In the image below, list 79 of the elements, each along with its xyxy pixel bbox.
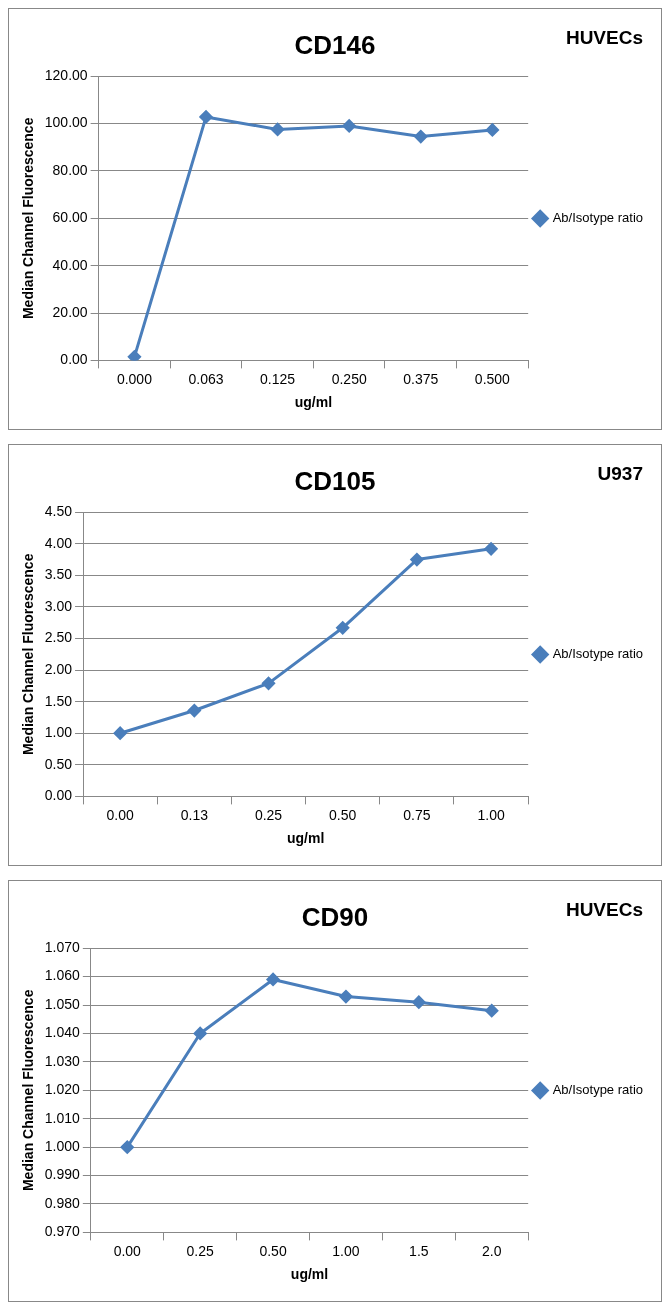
x-tick-label: 0.250 [331, 370, 367, 387]
x-axis-title: ug/ml [290, 1266, 329, 1283]
y-tick-label: 2.00 [44, 660, 73, 677]
y-axis-title: Median Channel Fluorescence [20, 553, 37, 756]
x-tick-label: 0.75 [403, 806, 431, 823]
y-tick-label: 1.010 [44, 1109, 81, 1126]
point [266, 972, 280, 986]
y-tick-label: 4.50 [44, 503, 73, 520]
y-tick-label: 40.00 [52, 256, 88, 273]
point [414, 130, 428, 144]
point [193, 1026, 207, 1040]
y-tick-label: 20.00 [52, 303, 88, 320]
point [120, 1140, 134, 1154]
y-tick-label: 0.50 [44, 755, 73, 772]
y-tick-label: 2.50 [44, 629, 73, 646]
text: U937 [597, 462, 643, 484]
point [339, 990, 353, 1004]
point [199, 110, 213, 124]
x-tick-label: 0.063 [188, 370, 224, 387]
chart-title: CD146 [294, 29, 376, 60]
y-axis-title: Median Channel Fluorescence [20, 989, 37, 1192]
x-axis-title: ug/ml [286, 830, 325, 847]
y-tick-label: 1.50 [44, 692, 73, 709]
y-tick-label: 1.000 [44, 1138, 81, 1154]
y-tick-label: 3.00 [44, 597, 73, 614]
point [342, 119, 356, 133]
y-tick-label: 1.00 [44, 724, 73, 741]
y-tick-label: 4.00 [44, 534, 73, 551]
point [484, 542, 498, 556]
point [485, 1004, 499, 1018]
point [485, 123, 499, 137]
y-tick-label: 1.070 [44, 939, 81, 956]
y-tick-label: 1.050 [44, 995, 81, 1012]
legend-label: Ab/Isotype ratio [552, 646, 643, 662]
x-tick-label: 0.375 [403, 370, 439, 387]
text: HUVECs [565, 26, 643, 48]
x-tick-label: 0.00 [113, 1242, 142, 1259]
y-tick-label: 0.00 [44, 787, 73, 804]
x-tick-label: 1.00 [477, 806, 505, 823]
x-tick-label: 0.50 [329, 806, 357, 823]
x-tick-label: 0.13 [180, 806, 209, 823]
y-tick-label: 0.990 [44, 1166, 81, 1183]
point [412, 995, 426, 1009]
x-tick-label: 1.5 [409, 1242, 429, 1259]
point [113, 726, 127, 740]
x-tick-label: 0.50 [259, 1242, 287, 1259]
point [336, 621, 350, 635]
point [187, 704, 201, 718]
y-tick-label: 80.00 [52, 161, 88, 178]
y-tick-label: 1.060 [44, 967, 81, 984]
legend-label: Ab/Isotype ratio [552, 1082, 643, 1098]
x-tick-label: 1.00 [332, 1242, 360, 1259]
x-tick-label: 2.0 [481, 1242, 502, 1259]
x-tick-label: 0.00 [106, 806, 134, 823]
y-tick-label: 0.00 [60, 351, 88, 368]
legend-label: Ab/Isotype ratio [552, 210, 643, 226]
x-tick-label: 0.125 [260, 370, 296, 387]
y-tick-label: 120.00 [44, 67, 88, 84]
point [127, 350, 141, 361]
y-tick-label: 0.980 [44, 1194, 81, 1211]
chart-title: CD90 [301, 901, 369, 932]
y-tick-label: 0.970 [44, 1223, 81, 1240]
x-tick-label: 0.500 [474, 370, 511, 387]
x-tick-label: 0.25 [254, 806, 283, 823]
y-tick-label: 1.030 [44, 1052, 81, 1069]
y-tick-label: 3.50 [44, 566, 73, 583]
x-tick-label: 0.000 [116, 370, 153, 387]
y-tick-label: 100.00 [44, 114, 88, 131]
y-tick-label: 1.020 [44, 1081, 81, 1098]
y-tick-label: 60.00 [52, 209, 88, 226]
point [271, 122, 285, 136]
point [410, 553, 424, 567]
y-axis-title: Median Channel Fluorescence [20, 117, 37, 320]
chart-title: CD105 [294, 465, 376, 496]
x-axis-title: ug/ml [294, 394, 333, 411]
point [262, 676, 276, 690]
x-tick-label: 0.25 [186, 1242, 215, 1259]
y-tick-label: 1.040 [44, 1024, 81, 1041]
text: HUVECs [565, 898, 643, 920]
